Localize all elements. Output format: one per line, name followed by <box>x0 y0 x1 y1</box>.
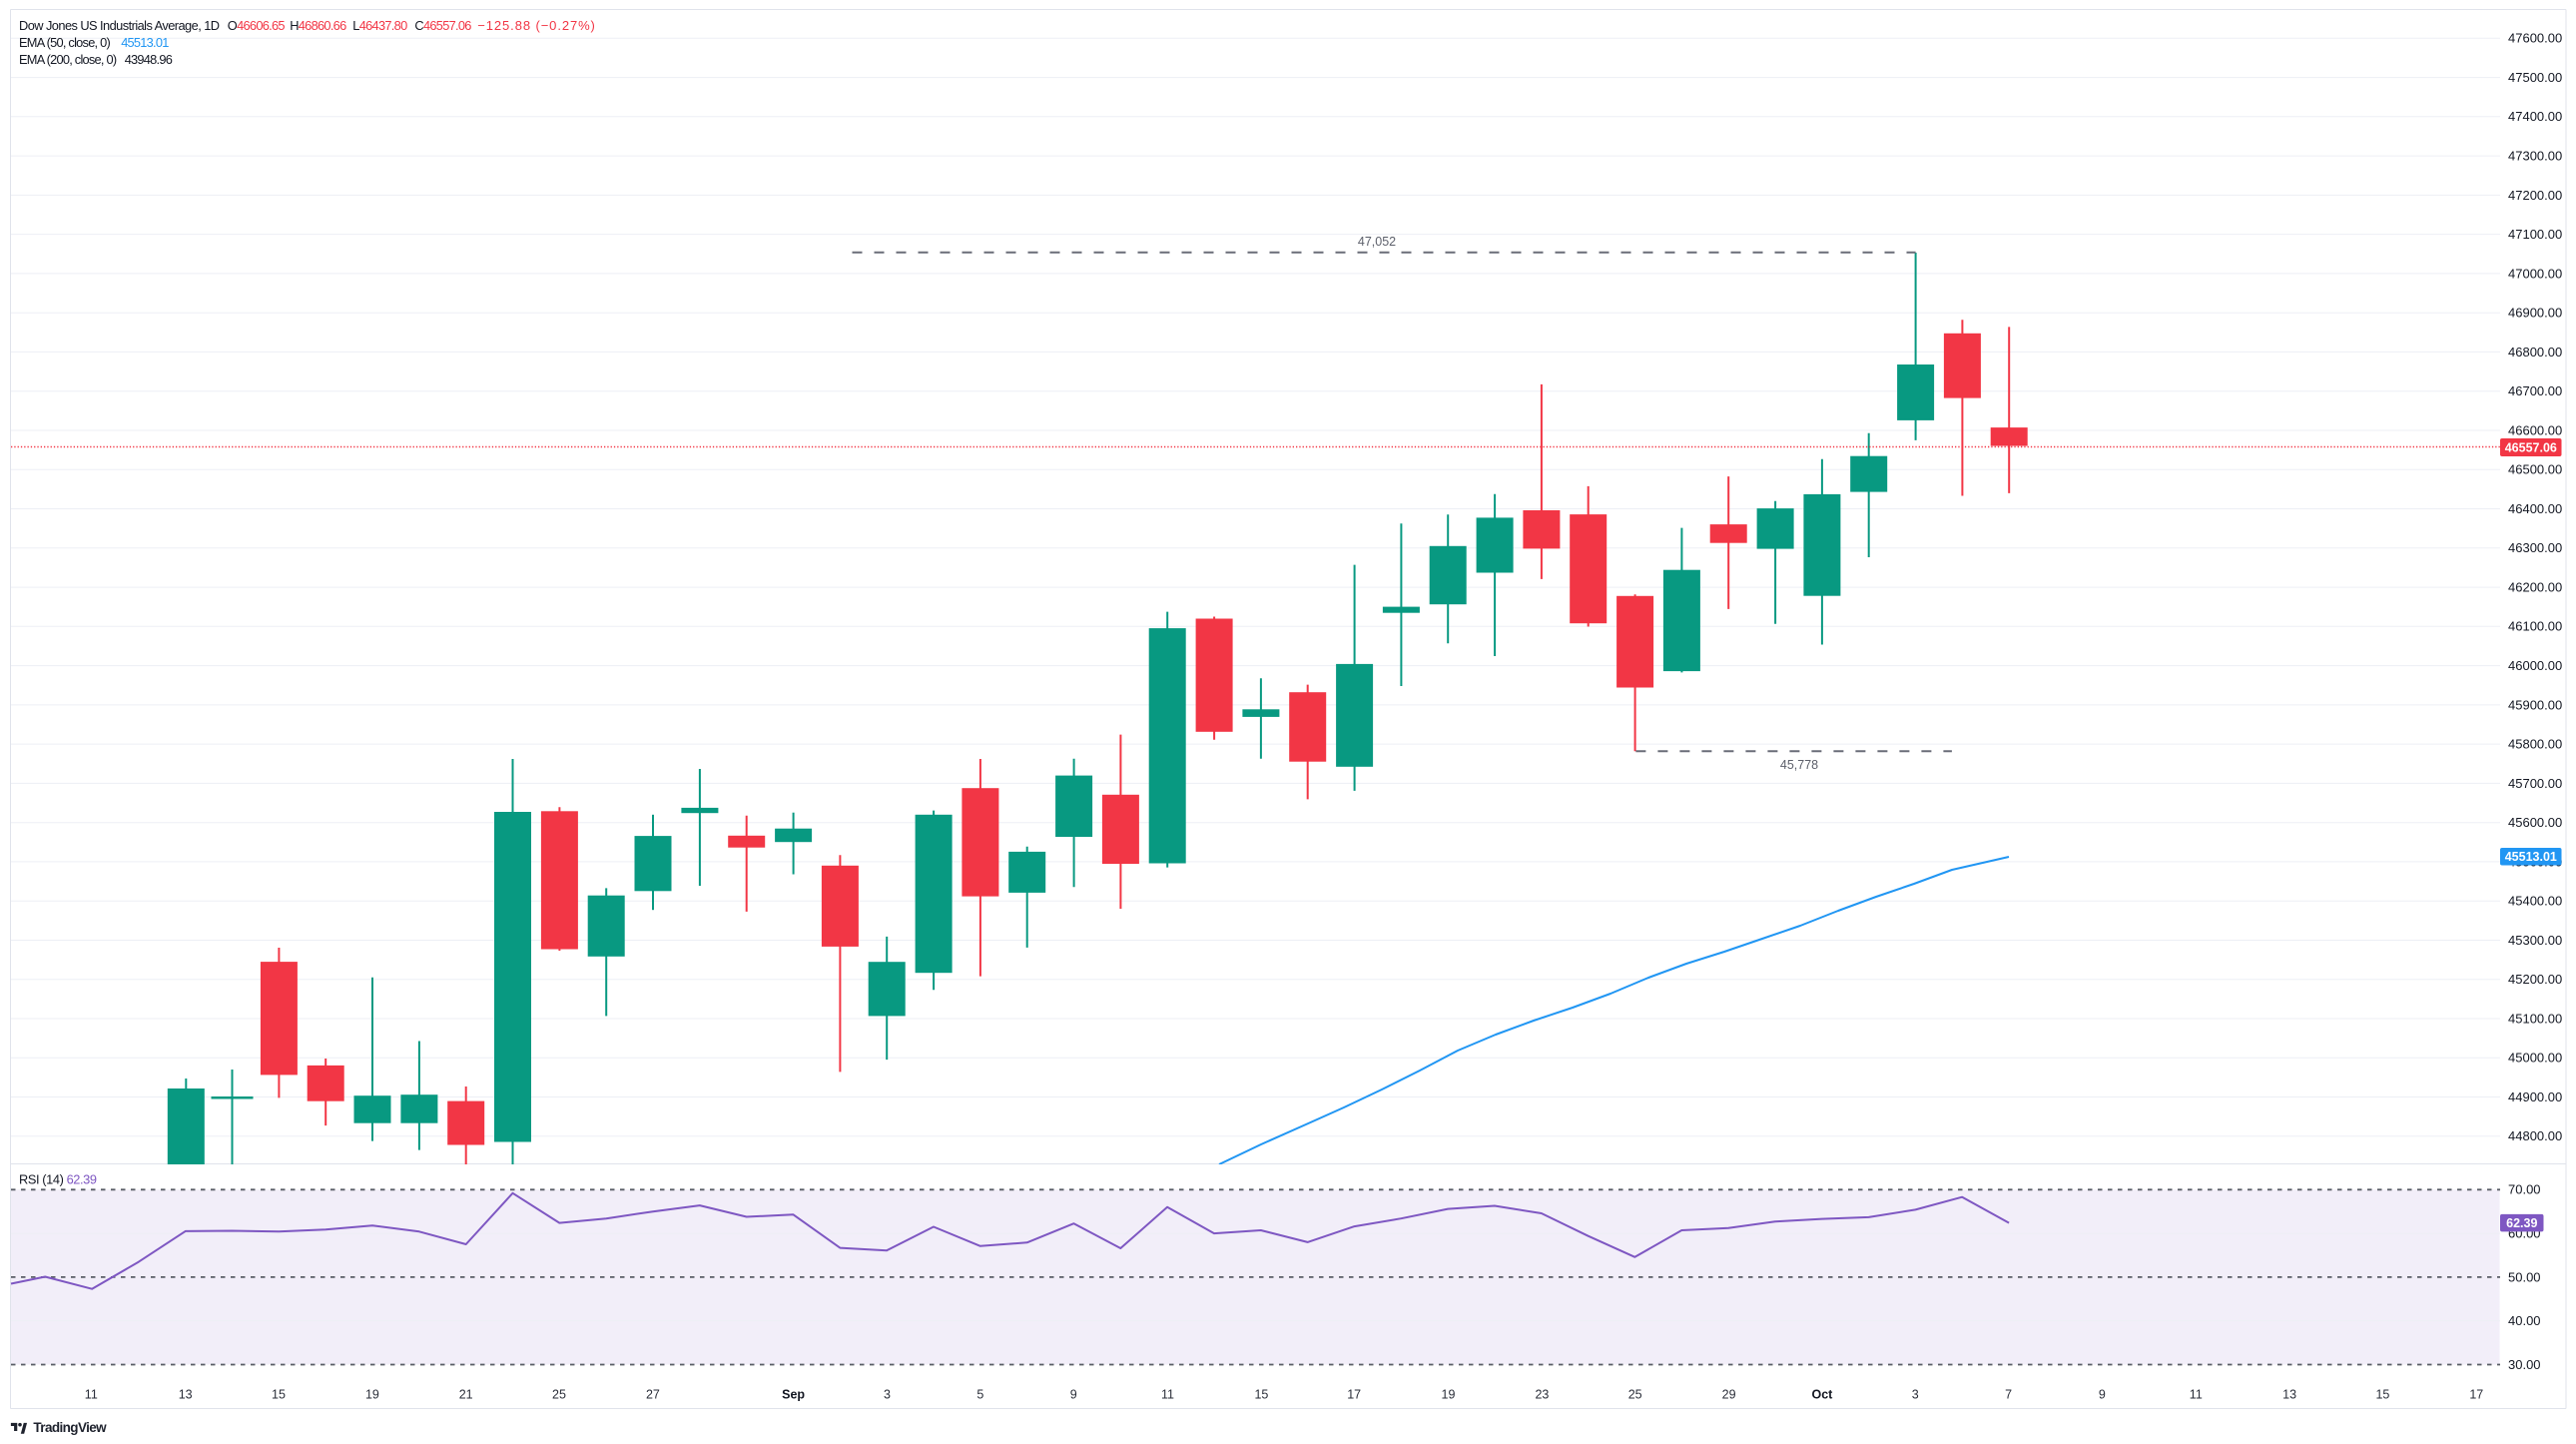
svg-text:45200.00: 45200.00 <box>2508 972 2562 987</box>
svg-text:13: 13 <box>2282 1387 2296 1401</box>
svg-text:47300.00: 47300.00 <box>2508 149 2562 164</box>
svg-text:47000.00: 47000.00 <box>2508 266 2562 281</box>
svg-text:44900.00: 44900.00 <box>2508 1089 2562 1104</box>
svg-text:46100.00: 46100.00 <box>2508 619 2562 634</box>
svg-text:3: 3 <box>884 1387 891 1401</box>
svg-text:11: 11 <box>85 1387 98 1401</box>
svg-text:46000.00: 46000.00 <box>2508 658 2562 673</box>
svg-text:Sep: Sep <box>782 1387 805 1401</box>
svg-text:17: 17 <box>1347 1387 1361 1401</box>
svg-text:−125.88 (−0.27%): −125.88 (−0.27%) <box>477 18 595 33</box>
svg-text:19: 19 <box>1442 1387 1456 1401</box>
svg-text:9: 9 <box>2099 1387 2106 1401</box>
svg-text:47400.00: 47400.00 <box>2508 109 2562 124</box>
svg-text:30.00: 30.00 <box>2508 1357 2541 1372</box>
svg-text:46300.00: 46300.00 <box>2508 540 2562 555</box>
svg-text:45100.00: 45100.00 <box>2508 1011 2562 1026</box>
svg-text:19: 19 <box>365 1387 379 1401</box>
svg-text:EMA (50, close, 0) 45513.01: EMA (50, close, 0) 45513.01 <box>19 35 169 50</box>
svg-text:46500.00: 46500.00 <box>2508 462 2562 477</box>
svg-text:45513.01: 45513.01 <box>2505 850 2557 864</box>
svg-text:46800.00: 46800.00 <box>2508 345 2562 360</box>
svg-text:46200.00: 46200.00 <box>2508 580 2562 595</box>
svg-text:45600.00: 45600.00 <box>2508 815 2562 830</box>
svg-text:RSI (14) 62.39: RSI (14) 62.39 <box>19 1171 97 1186</box>
svg-text:27: 27 <box>646 1387 660 1401</box>
svg-text:17: 17 <box>2469 1387 2483 1401</box>
svg-text:40.00: 40.00 <box>2508 1313 2541 1328</box>
svg-text:TradingView: TradingView <box>33 1420 107 1435</box>
svg-text:29: 29 <box>1722 1387 1736 1401</box>
svg-text:47,052: 47,052 <box>1358 235 1396 249</box>
svg-text:47100.00: 47100.00 <box>2508 227 2562 242</box>
svg-text:21: 21 <box>459 1387 473 1401</box>
svg-text:45,778: 45,778 <box>1780 758 1818 772</box>
svg-text:Dow Jones US Industrials Avera: Dow Jones US Industrials Average, 1D <box>19 18 220 33</box>
svg-text:45900.00: 45900.00 <box>2508 697 2562 712</box>
svg-text:Oct: Oct <box>1811 1387 1833 1401</box>
svg-text:45400.00: 45400.00 <box>2508 894 2562 909</box>
svg-text:47600.00: 47600.00 <box>2508 31 2562 46</box>
svg-text:O46606.65: O46606.65 <box>228 18 286 33</box>
svg-text:11: 11 <box>2190 1387 2203 1401</box>
svg-text:44800.00: 44800.00 <box>2508 1128 2562 1143</box>
svg-text:H46860.66: H46860.66 <box>290 18 346 33</box>
svg-text:C46557.06: C46557.06 <box>414 18 471 33</box>
svg-text:3: 3 <box>1912 1387 1919 1401</box>
svg-text:7: 7 <box>2005 1387 2012 1401</box>
svg-text:15: 15 <box>1254 1387 1268 1401</box>
svg-text:25: 25 <box>552 1387 566 1401</box>
svg-text:L46437.80: L46437.80 <box>352 18 407 33</box>
svg-text:46600.00: 46600.00 <box>2508 422 2562 437</box>
svg-text:15: 15 <box>272 1387 286 1401</box>
svg-text:46900.00: 46900.00 <box>2508 306 2562 321</box>
svg-text:15: 15 <box>2375 1387 2389 1401</box>
svg-text:5: 5 <box>976 1387 983 1401</box>
svg-text:23: 23 <box>1535 1387 1549 1401</box>
svg-text:46400.00: 46400.00 <box>2508 501 2562 516</box>
svg-text:45800.00: 45800.00 <box>2508 737 2562 752</box>
svg-text:46700.00: 46700.00 <box>2508 383 2562 398</box>
svg-text:70.00: 70.00 <box>2508 1182 2541 1197</box>
svg-text:47200.00: 47200.00 <box>2508 188 2562 203</box>
svg-text:50.00: 50.00 <box>2508 1269 2541 1284</box>
svg-text:45300.00: 45300.00 <box>2508 933 2562 948</box>
svg-text:11: 11 <box>1161 1387 1174 1401</box>
svg-text:62.39: 62.39 <box>2506 1216 2537 1230</box>
svg-text:25: 25 <box>1628 1387 1642 1401</box>
svg-text:13: 13 <box>179 1387 193 1401</box>
svg-text:47500.00: 47500.00 <box>2508 70 2562 85</box>
svg-text:46557.06: 46557.06 <box>2505 440 2557 454</box>
svg-text:45000.00: 45000.00 <box>2508 1051 2562 1066</box>
svg-text:9: 9 <box>1070 1387 1077 1401</box>
svg-text:EMA (200, close, 0) 43948.96: EMA (200, close, 0) 43948.96 <box>19 52 173 67</box>
svg-text:45700.00: 45700.00 <box>2508 776 2562 791</box>
